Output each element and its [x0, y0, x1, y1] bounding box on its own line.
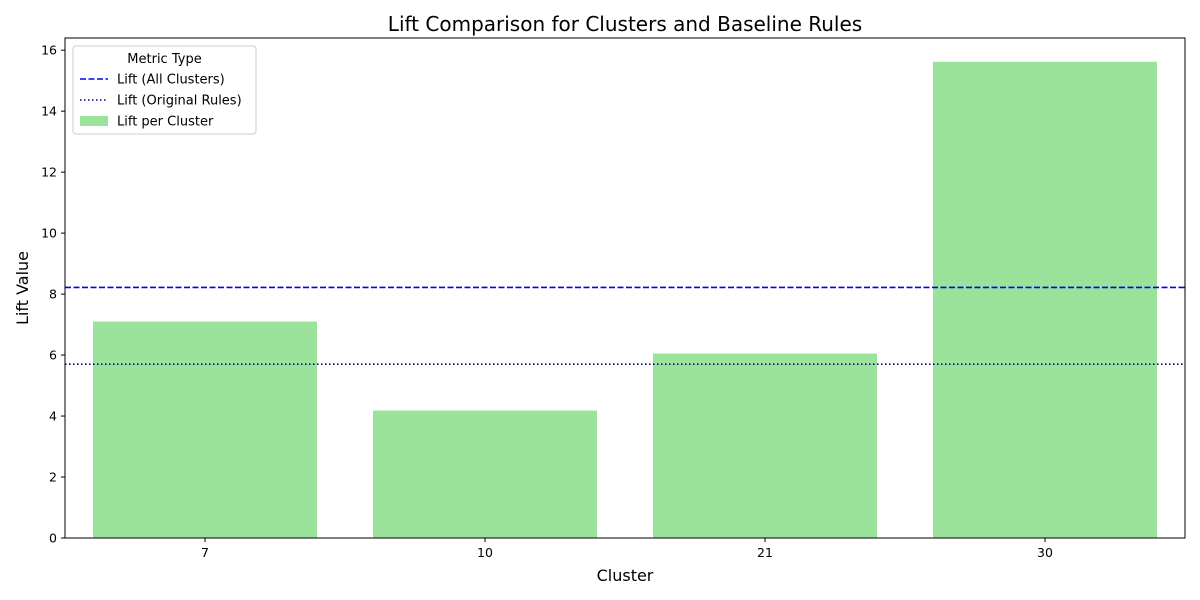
- chart-title: Lift Comparison for Clusters and Baselin…: [388, 12, 862, 36]
- x-axis-title: Cluster: [597, 566, 654, 585]
- legend-title: Metric Type: [127, 52, 201, 67]
- legend-label-original-rules: Lift (Original Rules): [117, 94, 242, 109]
- y-tick-label: 0: [49, 531, 57, 546]
- x-ticks-group: 7 10 21 30: [201, 538, 1053, 560]
- x-tick-label: 21: [757, 545, 773, 560]
- plot-frame: [64, 37, 1186, 539]
- x-tick-label: 7: [201, 545, 209, 560]
- legend: Metric Type Lift (All Clusters) Lift (Or…: [72, 45, 257, 135]
- bars-group: [93, 61, 1157, 538]
- bar-cluster-7: [93, 321, 317, 538]
- legend-label-all-clusters: Lift (All Clusters): [117, 73, 225, 88]
- y-ticks-group: 0 2 4 6 8 10 12 14 16: [41, 43, 65, 546]
- y-axis-title: Lift Value: [13, 251, 32, 325]
- x-tick-label: 10: [477, 545, 493, 560]
- y-tick-label: 12: [41, 165, 57, 180]
- legend-box: [72, 45, 257, 135]
- y-tick-label: 2: [49, 470, 57, 485]
- y-tick-label: 16: [41, 43, 57, 58]
- y-tick-label: 14: [41, 104, 57, 119]
- bar-cluster-30: [933, 61, 1157, 538]
- y-tick-label: 4: [49, 409, 57, 424]
- bar-cluster-10: [373, 410, 597, 538]
- y-tick-label: 10: [41, 226, 57, 241]
- reference-lines-group: [65, 286, 1185, 366]
- y-tick-label: 8: [49, 287, 57, 302]
- bar-cluster-21: [653, 353, 877, 538]
- legend-label-lift-per-cluster: Lift per Cluster: [117, 115, 214, 130]
- x-tick-label: 30: [1037, 545, 1053, 560]
- legend-swatch-lift-per-cluster: [80, 116, 108, 126]
- y-tick-label: 6: [49, 348, 57, 363]
